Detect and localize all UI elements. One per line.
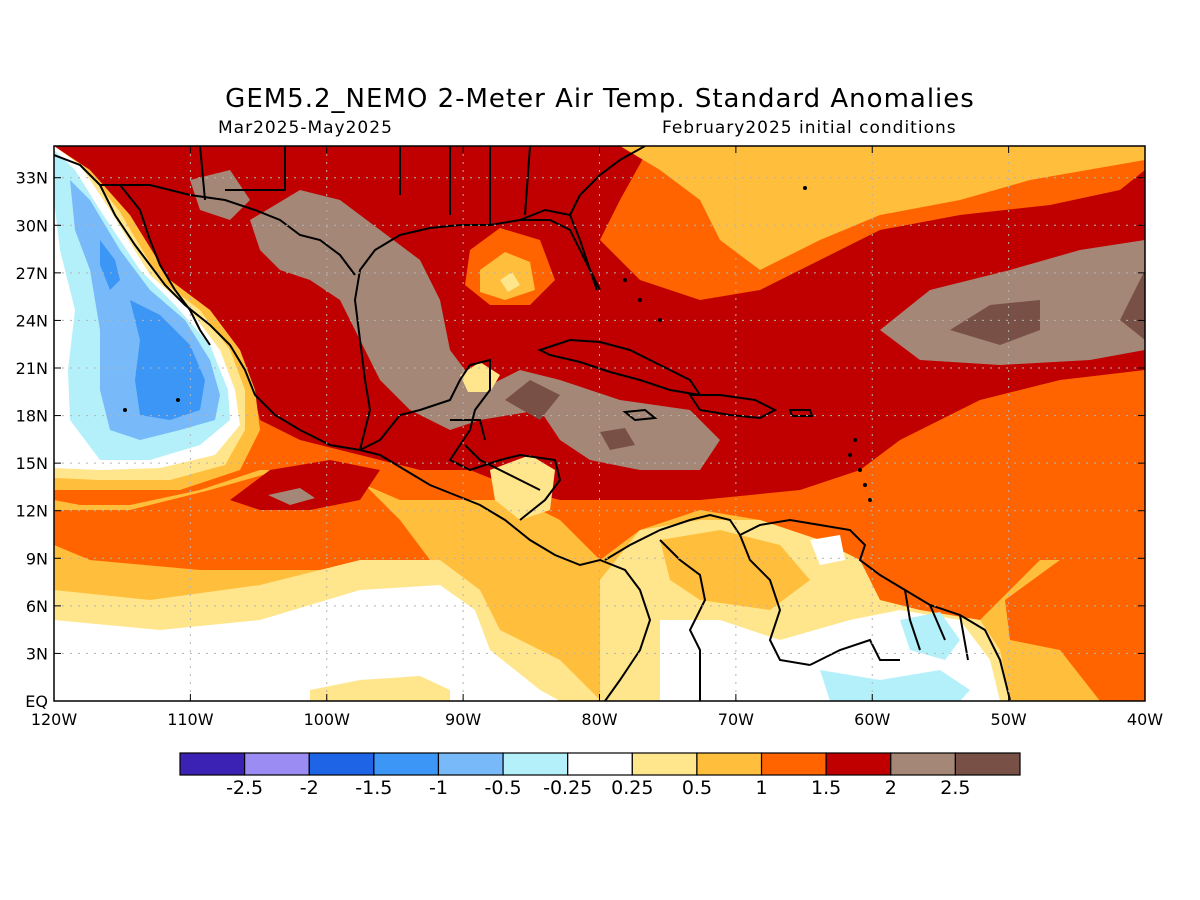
colorbar-label: 1.5 (811, 777, 841, 799)
island-marker (863, 483, 867, 487)
colorbar-label: -2 (300, 777, 319, 799)
anomaly-1-1.5-east (1005, 545, 1145, 701)
colorbar-label: -0.5 (485, 777, 522, 799)
lat-tick-label: 6N (26, 597, 48, 616)
colorbar-label: 1 (755, 777, 767, 799)
colorbar-swatch (373, 752, 440, 776)
lon-tick-label: 40W (1127, 710, 1163, 729)
coastline-baja (119, 184, 211, 346)
island-marker (868, 498, 872, 502)
island-marker (803, 186, 807, 190)
small-islands (123, 186, 872, 502)
lat-tick-label: 21N (16, 359, 48, 378)
lon-tick-label: 100W (304, 710, 351, 729)
chart-title: GEM5.2_NEMO 2-Meter Air Temp. Standard A… (225, 84, 975, 114)
colorbar-swatch (825, 752, 892, 776)
anomaly-2-2.5-atlantic (880, 240, 1145, 365)
anomaly-neg-0.25-0.5-brazil (820, 670, 970, 701)
initial-conditions: February2025 initial conditions (662, 118, 957, 138)
anomaly-gt-2.5-east-edge (1120, 270, 1145, 340)
colorbar-label: -1 (429, 777, 448, 799)
lon-tick-label: 80W (581, 710, 617, 729)
forecast-period: Mar2025-May2025 (218, 118, 393, 138)
puerto-rico (788, 409, 814, 417)
lon-tick-label: 70W (718, 710, 754, 729)
lat-tick-label: 12N (16, 502, 48, 521)
anomaly-0.25-0.5-gulf (500, 272, 520, 292)
colorbar-swatch (631, 752, 698, 776)
colorbar-label: -2.5 (226, 777, 263, 799)
border-central-america (450, 419, 541, 491)
lon-tick-label: 50W (991, 710, 1027, 729)
border-south-america-3 (809, 638, 900, 666)
coastline-mexico-pacific (54, 154, 652, 701)
colorbar-swatch (954, 752, 1021, 776)
anomaly-gt-2.5-small (600, 428, 635, 450)
lat-tick-label: 18N (16, 407, 48, 426)
colorbar-swatch (244, 752, 310, 776)
lat-tick-label: 27N (16, 264, 48, 283)
anomaly-near-zero-colombia (810, 535, 845, 565)
colorbar-swatch (567, 752, 633, 776)
border-us-mexico (100, 184, 356, 276)
jamaica (622, 408, 658, 422)
lat-tick-label: 30N (16, 216, 48, 235)
hispaniola (688, 394, 778, 420)
colorbar-swatch (437, 752, 504, 776)
colorbar: -2.5 -2 -1.5 -1 -0.5 -0.25 0.25 0.5 1 1.5 2 2.5 (179, 752, 1021, 799)
coastline-south-america (604, 513, 1011, 701)
anomaly-0.5-1-atlantic-north (620, 146, 1145, 270)
lat-tick-label: 33N (16, 169, 48, 188)
colorbar-swatch (760, 752, 827, 776)
island-marker (853, 438, 857, 442)
island-marker (638, 298, 642, 302)
coastline-us-east (569, 146, 646, 216)
border-guianas (904, 589, 969, 661)
land-outlines (54, 146, 1011, 701)
colorbar-swatch (890, 752, 956, 776)
colorbar-label: -1.5 (355, 777, 392, 799)
colorbar-swatch (696, 752, 763, 776)
lat-tick-label: 24N (16, 311, 48, 330)
anomaly-neg-1-1.5-baja (100, 240, 205, 420)
island-marker (123, 408, 127, 412)
colorbar-label: -0.25 (543, 777, 592, 799)
colorbar-label: 0.5 (682, 777, 712, 799)
border-us-states (199, 146, 531, 225)
border-south-america-1 (659, 539, 707, 701)
lat-tick-label: 9N (26, 549, 48, 568)
anomaly-2-2.5-small (268, 488, 315, 505)
lon-tick-label: 60W (854, 710, 890, 729)
colorbar-label: 2.5 (940, 777, 970, 799)
island-marker (176, 398, 180, 402)
island-marker (623, 278, 627, 282)
colorbar-swatch (502, 752, 569, 776)
lat-tick-label: 15N (16, 454, 48, 473)
island-marker (848, 453, 852, 457)
anomaly-0.25-0.5-pacific-patch (310, 676, 450, 701)
colorbar-swatch (308, 752, 375, 776)
anomaly-1.5-2-southwest (230, 460, 380, 510)
map-grid (54, 146, 1145, 701)
colorbar-swatch (179, 752, 246, 776)
anomaly-gt-2.5-atlantic (950, 300, 1040, 345)
axis-ticks: EQ 3N 6N 9N 12N 15N 18N 21N 24N 27N 30N 33N 120W 110W… (16, 146, 1163, 729)
colorbar-label: 0.25 (611, 777, 653, 799)
anomaly-2-2.5-usa (190, 170, 250, 220)
lon-tick-label: 90W (445, 710, 481, 729)
border-south-america-2 (739, 534, 811, 666)
anomaly-near-zero-pacific-south (54, 585, 560, 701)
island-marker (658, 318, 662, 322)
anomaly-neg-0.25-0.5-guiana (900, 612, 960, 660)
lat-tick-label: EQ (25, 692, 48, 711)
lon-tick-label: 120W (31, 710, 78, 729)
lat-tick-label: 3N (26, 644, 48, 663)
anomaly-gt-2.5-caribbean (505, 380, 560, 420)
island-marker (858, 468, 862, 472)
map-plot (54, 146, 1145, 701)
colorbar-label: 2 (885, 777, 897, 799)
lon-tick-label: 110W (167, 710, 214, 729)
